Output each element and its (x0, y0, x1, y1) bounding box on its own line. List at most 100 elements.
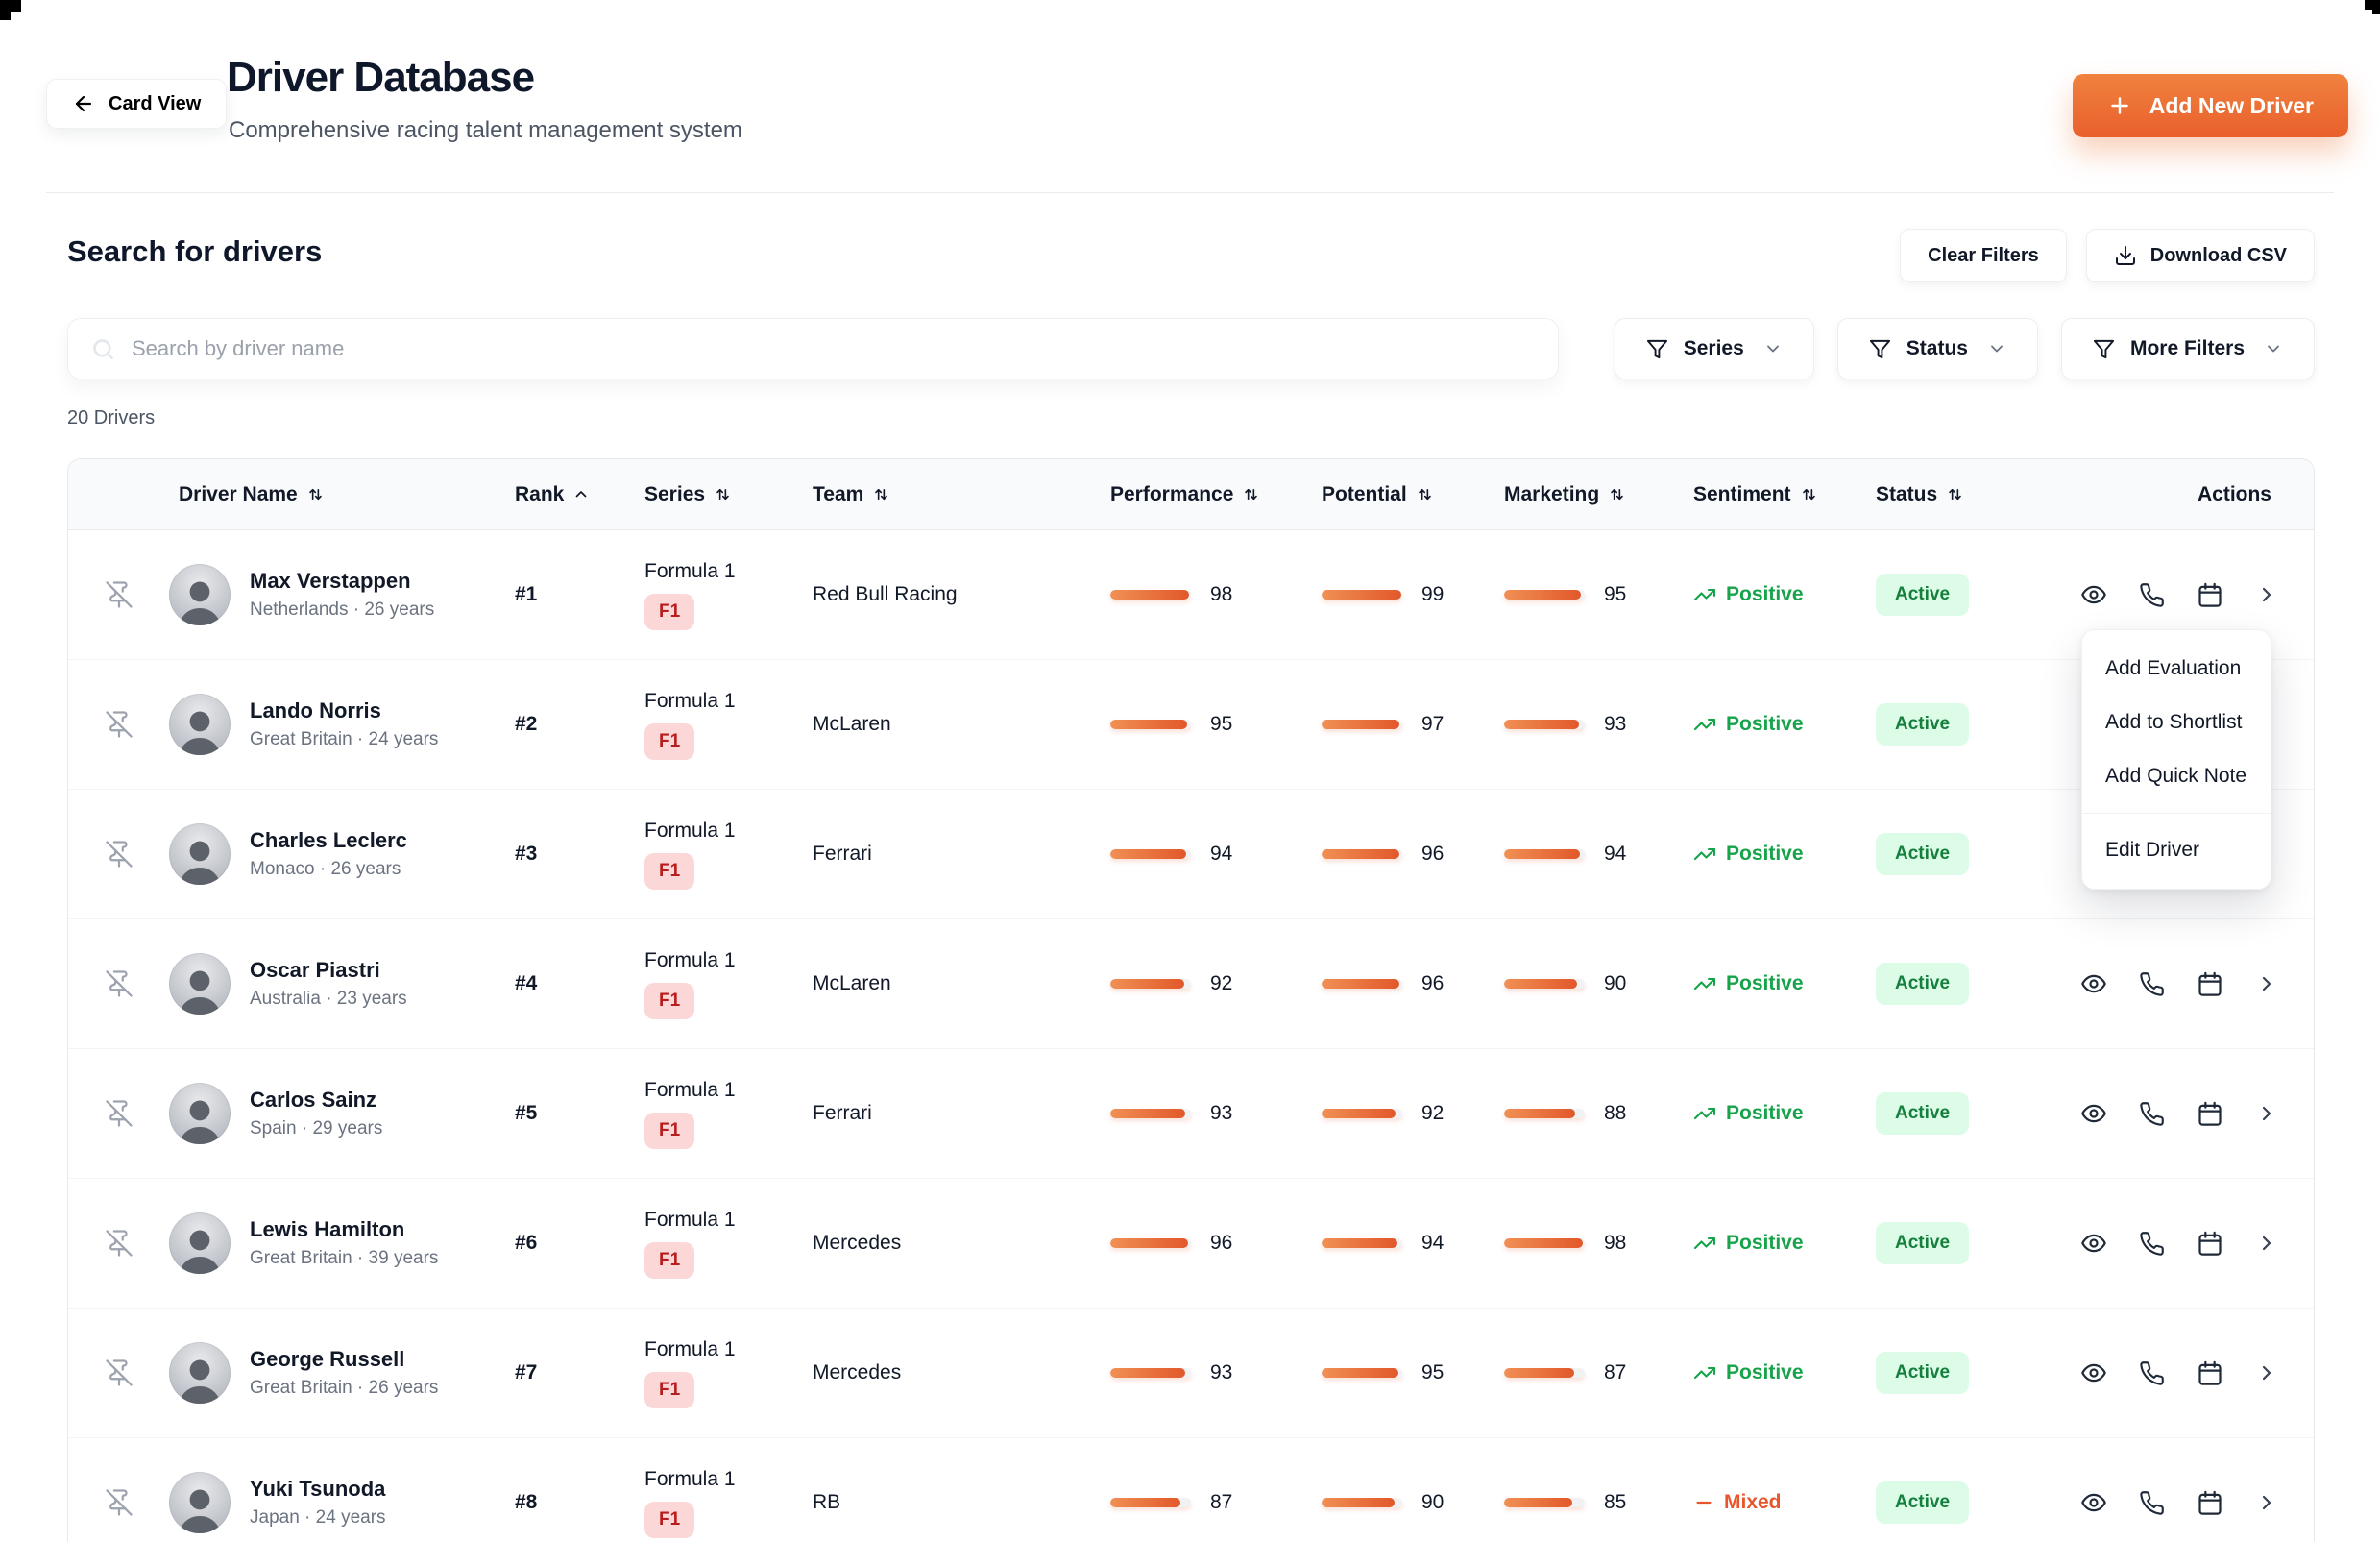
series-badge: F1 (644, 982, 695, 1019)
team-name: Ferrari (813, 843, 872, 865)
potential-score: 96 (1322, 972, 1504, 995)
pin-off-icon[interactable] (105, 1358, 134, 1387)
schedule-calendar-icon[interactable] (2197, 1100, 2223, 1127)
view-driver-eye-icon[interactable] (2080, 1230, 2107, 1257)
driver-rank: #5 (515, 1102, 538, 1124)
pin-off-icon[interactable] (105, 710, 134, 739)
funnel-icon (1869, 338, 1891, 360)
status-badge: Active (1876, 1481, 1970, 1524)
table-row: Max Verstappen Netherlands · 26 years #1… (68, 530, 2314, 660)
schedule-calendar-icon[interactable] (2197, 581, 2223, 608)
column-header-series[interactable]: Series (644, 483, 813, 506)
trending-up-icon (1693, 1102, 1716, 1125)
pin-off-icon[interactable] (105, 1229, 134, 1258)
potential-bar (1322, 979, 1402, 989)
series-name: Formula 1 (644, 1078, 736, 1101)
row-expand-chevron-icon[interactable] (2255, 972, 2278, 995)
column-header-potential[interactable]: Potential (1322, 483, 1504, 506)
schedule-calendar-icon[interactable] (2197, 1230, 2223, 1257)
pin-off-icon[interactable] (105, 1099, 134, 1128)
driver-name: Carlos Sainz (250, 1088, 377, 1112)
driver-avatar (169, 1342, 231, 1404)
column-header-performance[interactable]: Performance (1110, 483, 1322, 506)
driver-name: Charles Leclerc (250, 828, 407, 852)
add-new-driver-button[interactable]: Add New Driver (2072, 74, 2348, 137)
potential-bar (1322, 1498, 1402, 1507)
menu-item-edit-driver[interactable]: Edit Driver (2105, 839, 2200, 861)
call-driver-phone-icon[interactable] (2139, 971, 2165, 997)
funnel-icon (2093, 338, 2115, 360)
row-expand-chevron-icon[interactable] (2255, 1102, 2278, 1125)
call-driver-phone-icon[interactable] (2139, 1101, 2165, 1127)
column-header-marketing[interactable]: Marketing (1504, 483, 1693, 506)
clear-filters-button[interactable]: Clear Filters (1900, 229, 2067, 282)
driver-rank: #1 (515, 583, 538, 605)
pin-off-icon[interactable] (105, 580, 134, 609)
sentiment-label: Mixed (1724, 1491, 1782, 1513)
table-row: George Russell Great Britain · 26 years … (68, 1309, 2314, 1438)
pin-off-icon[interactable] (105, 969, 134, 998)
driver-rank: #3 (515, 843, 538, 865)
column-header-rank[interactable]: Rank (515, 483, 644, 506)
view-driver-eye-icon[interactable] (2080, 1359, 2107, 1386)
filter-button-status[interactable]: Status (1836, 318, 2038, 379)
call-driver-phone-icon[interactable] (2139, 1360, 2165, 1386)
menu-item-add-evaluation[interactable]: Add Evaluation (2105, 657, 2242, 679)
column-header-team[interactable]: Team (813, 483, 1110, 506)
row-expand-chevron-icon[interactable] (2255, 1232, 2278, 1255)
card-view-back-button[interactable]: Card View (46, 79, 228, 129)
marketing-score: 85 (1504, 1491, 1693, 1514)
marketing-score: 94 (1504, 843, 1693, 866)
call-driver-phone-icon[interactable] (2139, 582, 2165, 608)
marketing-bar (1504, 979, 1585, 989)
schedule-calendar-icon[interactable] (2197, 970, 2223, 997)
series-name: Formula 1 (644, 819, 736, 842)
menu-item-add-quick-note[interactable]: Add Quick Note (2105, 765, 2247, 787)
team-name: McLaren (813, 972, 891, 994)
view-driver-eye-icon[interactable] (2080, 1100, 2107, 1127)
results-count: 20 Drivers (67, 407, 156, 428)
sentiment-label: Positive (1726, 713, 1804, 735)
sort-icon (1800, 485, 1818, 503)
potential-bar (1322, 849, 1402, 859)
schedule-calendar-icon[interactable] (2197, 1359, 2223, 1386)
sort-asc-icon (572, 486, 590, 503)
performance-score: 87 (1110, 1491, 1322, 1514)
search-input[interactable] (67, 318, 1559, 379)
menu-item-add-to-shortlist[interactable]: Add to Shortlist (2105, 711, 2243, 733)
filter-button-more-filters[interactable]: More Filters (2060, 318, 2315, 379)
row-expand-chevron-icon[interactable] (2255, 583, 2278, 606)
pin-off-icon[interactable] (105, 840, 134, 869)
page-subtitle: Comprehensive racing talent management s… (229, 117, 742, 143)
status-badge: Active (1876, 574, 1970, 616)
column-header-status[interactable]: Status (1876, 483, 2080, 506)
dash-icon (1693, 1492, 1714, 1513)
call-driver-phone-icon[interactable] (2139, 1490, 2165, 1516)
driver-meta: Australia · 23 years (250, 989, 407, 1009)
view-driver-eye-icon[interactable] (2080, 581, 2107, 608)
filter-button-series[interactable]: Series (1614, 318, 1814, 379)
performance-score: 96 (1110, 1232, 1322, 1255)
view-driver-eye-icon[interactable] (2080, 1489, 2107, 1516)
column-header-driver-name[interactable]: Driver Name (169, 483, 515, 506)
table-row: Oscar Piastri Australia · 23 years #4 Fo… (68, 919, 2314, 1049)
column-header-sentiment[interactable]: Sentiment (1693, 483, 1876, 506)
pin-off-icon[interactable] (105, 1488, 134, 1517)
screenshot-corner-artifact (0, 12, 11, 20)
row-expand-chevron-icon[interactable] (2255, 1361, 2278, 1384)
potential-score: 97 (1322, 713, 1504, 736)
plus-icon (2107, 93, 2132, 118)
row-expand-chevron-icon[interactable] (2255, 1491, 2278, 1514)
series-name: Formula 1 (644, 559, 736, 582)
marketing-bar (1504, 720, 1585, 729)
chevron-down-icon (2264, 339, 2283, 358)
series-badge: F1 (644, 593, 695, 630)
download-csv-button[interactable]: Download CSV (2085, 229, 2315, 282)
call-driver-phone-icon[interactable] (2139, 1231, 2165, 1257)
view-driver-eye-icon[interactable] (2080, 970, 2107, 997)
column-header-actions: Actions (2197, 482, 2271, 505)
schedule-calendar-icon[interactable] (2197, 1489, 2223, 1516)
marketing-score: 95 (1504, 583, 1693, 606)
status-badge: Active (1876, 703, 1970, 746)
status-badge: Active (1876, 963, 1970, 1005)
